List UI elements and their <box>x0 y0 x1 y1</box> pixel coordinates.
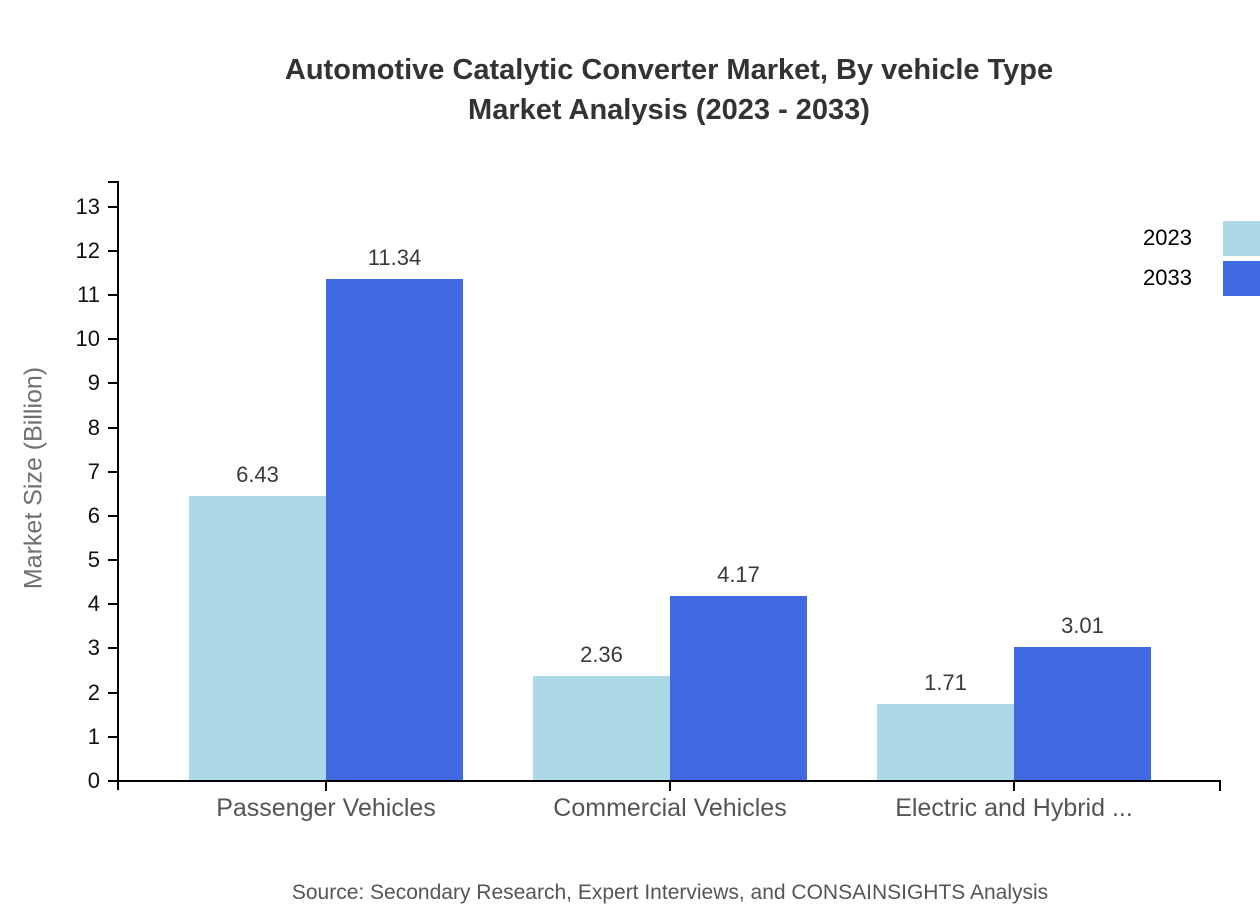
y-tick-mark <box>108 603 118 606</box>
bar-commercial-vehicles-2023 <box>533 676 670 780</box>
y-tick-label: 0 <box>87 768 100 793</box>
x-tick-mark <box>325 782 327 791</box>
legend-label-2023: 2023 <box>1143 225 1192 250</box>
y-tick-label: 11 <box>77 282 100 308</box>
chart-title: Automotive Catalytic Converter Market, B… <box>118 50 1220 130</box>
y-tick-label: 13 <box>75 193 100 219</box>
y-tick-label: 1 <box>87 723 100 749</box>
x-axis-line <box>117 780 1221 782</box>
x-category-label-electric-and-hybrid: Electric and Hybrid ... <box>895 794 1133 822</box>
y-tick-mark <box>108 338 118 341</box>
bar-electric-and-hybrid-2023 <box>877 704 1014 780</box>
y-tick-label: 8 <box>87 414 100 440</box>
value-label-electric-and-hybrid-2023: 1.71 <box>924 670 967 695</box>
value-label-passenger-vehicles-2033: 11.34 <box>367 245 422 270</box>
x-axis-right-cap <box>1219 782 1221 791</box>
bar-passenger-vehicles-2033 <box>326 279 463 780</box>
y-tick-mark <box>108 559 118 562</box>
y-tick-label: 6 <box>87 502 100 528</box>
legend-label-2033: 2033 <box>1143 265 1192 290</box>
x-category-label-passenger-vehicles: Passenger Vehicles <box>216 794 436 822</box>
bar-commercial-vehicles-2033 <box>670 596 807 780</box>
bar-passenger-vehicles-2023 <box>189 496 326 780</box>
y-axis-top-cap <box>108 181 119 183</box>
chart-title-line2: Market Analysis (2023 - 2033) <box>468 94 870 126</box>
y-tick-mark <box>108 514 118 517</box>
y-tick-label: 2 <box>87 679 100 705</box>
y-tick-mark <box>108 735 118 738</box>
x-tick-mark <box>669 782 671 791</box>
value-label-electric-and-hybrid-2033: 3.01 <box>1061 613 1104 638</box>
y-tick-mark <box>108 382 118 385</box>
y-tick-mark <box>108 780 118 782</box>
legend-swatch-2023 <box>1223 221 1260 256</box>
y-tick-mark <box>108 647 118 650</box>
y-tick-label: 7 <box>87 458 100 484</box>
source-note: Source: Secondary Research, Expert Inter… <box>291 881 1049 904</box>
y-tick-mark <box>108 294 118 297</box>
x-tick-mark <box>1013 782 1015 791</box>
chart-title-line1: Automotive Catalytic Converter Market, B… <box>284 54 1054 86</box>
y-tick-mark <box>108 426 118 429</box>
y-tick-label: 5 <box>87 547 100 573</box>
value-label-commercial-vehicles-2033: 4.17 <box>717 562 760 587</box>
y-tick-label: 12 <box>75 237 100 263</box>
value-label-commercial-vehicles-2023: 2.36 <box>580 642 623 667</box>
y-tick-mark <box>108 249 118 252</box>
y-tick-label: 4 <box>87 591 100 617</box>
x-category-label-commercial-vehicles: Commercial Vehicles <box>553 794 787 822</box>
bar-electric-and-hybrid-2033 <box>1014 647 1151 780</box>
y-tick-mark <box>108 470 118 473</box>
y-tick-label: 10 <box>75 326 100 352</box>
value-label-passenger-vehicles-2023: 6.43 <box>236 462 279 487</box>
legend-swatch-2033 <box>1223 261 1260 296</box>
y-axis-line <box>117 181 119 790</box>
y-tick-label: 9 <box>87 370 100 396</box>
y-tick-mark <box>108 205 118 208</box>
y-tick-label: 3 <box>87 635 100 661</box>
y-tick-mark <box>108 691 118 694</box>
